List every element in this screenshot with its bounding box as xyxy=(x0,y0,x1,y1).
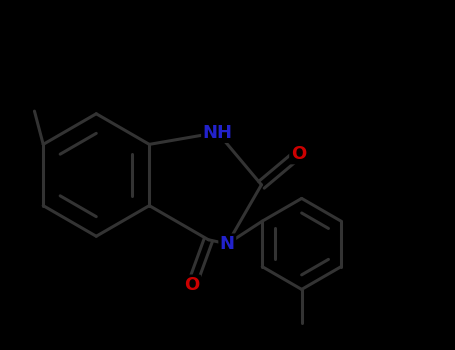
Text: N: N xyxy=(220,235,235,253)
Text: NH: NH xyxy=(202,124,233,141)
Text: O: O xyxy=(291,145,306,163)
Text: O: O xyxy=(184,276,200,294)
